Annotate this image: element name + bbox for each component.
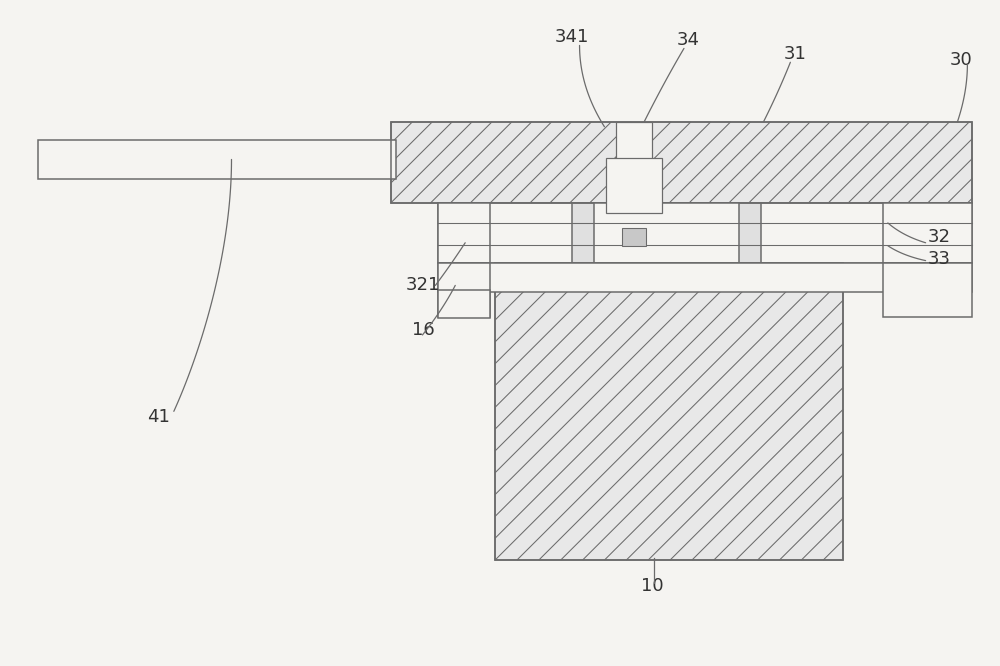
Bar bbox=[883, 262, 972, 317]
Bar bbox=[572, 203, 761, 262]
Bar bbox=[495, 262, 843, 560]
Bar bbox=[495, 262, 843, 560]
Text: 41: 41 bbox=[147, 408, 170, 426]
Bar bbox=[606, 159, 662, 213]
Bar bbox=[391, 122, 972, 203]
Bar bbox=[438, 262, 490, 317]
Text: 31: 31 bbox=[783, 45, 806, 63]
Bar bbox=[438, 203, 972, 262]
Text: 34: 34 bbox=[677, 31, 700, 49]
Bar bbox=[38, 140, 396, 179]
Text: 10: 10 bbox=[641, 577, 664, 595]
Bar bbox=[616, 122, 652, 166]
Text: 32: 32 bbox=[928, 228, 951, 246]
Text: 33: 33 bbox=[928, 250, 951, 268]
Bar bbox=[438, 290, 490, 318]
Bar bbox=[622, 228, 646, 246]
Text: 341: 341 bbox=[555, 29, 589, 47]
Text: 321: 321 bbox=[406, 276, 440, 294]
Bar bbox=[594, 203, 739, 262]
Text: 30: 30 bbox=[949, 51, 972, 69]
Text: 16: 16 bbox=[412, 321, 435, 339]
Bar bbox=[438, 262, 972, 292]
Bar bbox=[883, 203, 972, 262]
Bar bbox=[391, 122, 972, 203]
Bar bbox=[438, 203, 490, 262]
